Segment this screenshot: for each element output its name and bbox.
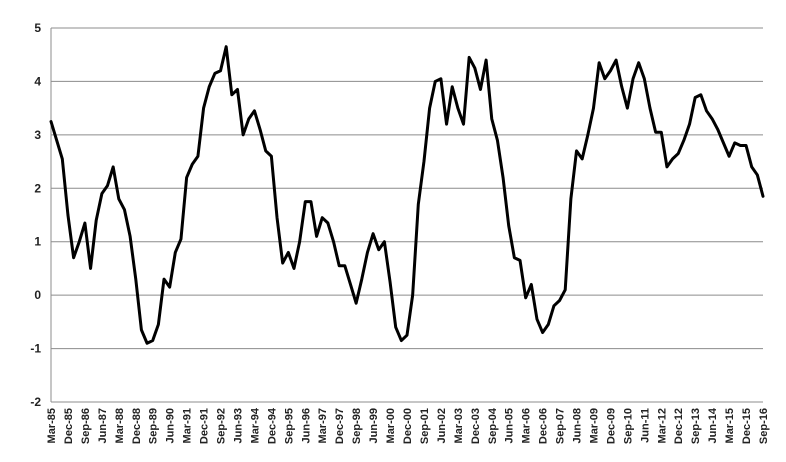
x-tick-label: Sep-86 [80,408,92,444]
x-tick-label: Jun-87 [97,408,109,443]
x-tick-label: Dec-03 [470,408,482,444]
x-tick-label: Jun-93 [232,408,244,443]
x-tick-label: Sep-89 [148,408,160,444]
x-tick-label: Sep-98 [351,408,363,444]
x-tick-label: Dec-91 [199,408,211,444]
x-tick-label: Sep-10 [622,408,634,444]
x-tick-label: Mar-09 [588,408,600,443]
x-tick-label: Jun-14 [707,407,719,443]
x-tick-label: Mar-03 [453,408,465,443]
x-tick-label: Mar-06 [521,408,533,443]
y-tick-label: -1 [30,342,41,356]
x-tick-label: Jun-96 [300,408,312,443]
y-tick-label: 3 [34,128,41,142]
x-tick-label: Jun-90 [165,408,177,443]
x-tick-label: Mar-91 [182,408,194,443]
y-tick-label: 2 [34,181,41,195]
x-tick-label: Mar-94 [249,407,261,443]
x-tick-label: Dec-12 [673,408,685,444]
y-tick-label: -2 [30,395,41,409]
x-tick-label: Dec-06 [538,408,550,444]
x-tick-label: Dec-94 [266,407,278,444]
series-layer [49,45,765,345]
x-tick-label: Sep-92 [216,408,228,444]
x-tick-label: Mar-85 [46,408,58,443]
x-tick-label: Dec-09 [605,408,617,444]
y-axis: 5 4 3 2 1 0 -1 -2 [30,21,52,409]
x-tick-label: Mar-12 [656,408,668,443]
series-line-0 [49,45,765,345]
x-tick-label: Sep-13 [690,408,702,444]
x-tick-label: Dec-88 [131,408,143,444]
x-tick-label: Dec-15 [741,408,753,444]
x-tick-label: Dec-00 [402,408,414,444]
gridlines [51,27,763,403]
x-tick-label: Jun-08 [572,408,584,443]
x-tick-label: Jun-11 [639,408,651,443]
x-tick-label: Mar-00 [385,408,397,443]
x-tick-label: Mar-88 [114,408,126,443]
x-tick-label: Sep-16 [758,408,770,444]
x-tick-label: Sep-01 [419,408,431,444]
x-tick-label: Sep-07 [555,408,567,444]
y-tick-label: 5 [34,21,41,35]
x-tick-label: Sep-04 [487,407,499,444]
x-tick-label: Dec-97 [334,408,346,444]
x-tick-label: Mar-97 [317,408,329,443]
x-tick-label: Jun-99 [368,408,380,443]
y-tick-label: 1 [34,235,41,249]
x-tick-label: Jun-05 [504,408,516,443]
x-tick-label: Sep-95 [283,408,295,444]
x-axis: Mar-85 Dec-85 Sep-86 Jun-87 Mar-88 Dec-88 Sep-… [46,407,770,444]
x-tick-label: Jun-02 [436,408,448,443]
y-tick-label: 0 [34,288,41,302]
x-tick-label: Mar-15 [724,408,736,443]
x-tick-label: Dec-85 [63,408,75,444]
y-tick-label: 4 [34,74,41,88]
